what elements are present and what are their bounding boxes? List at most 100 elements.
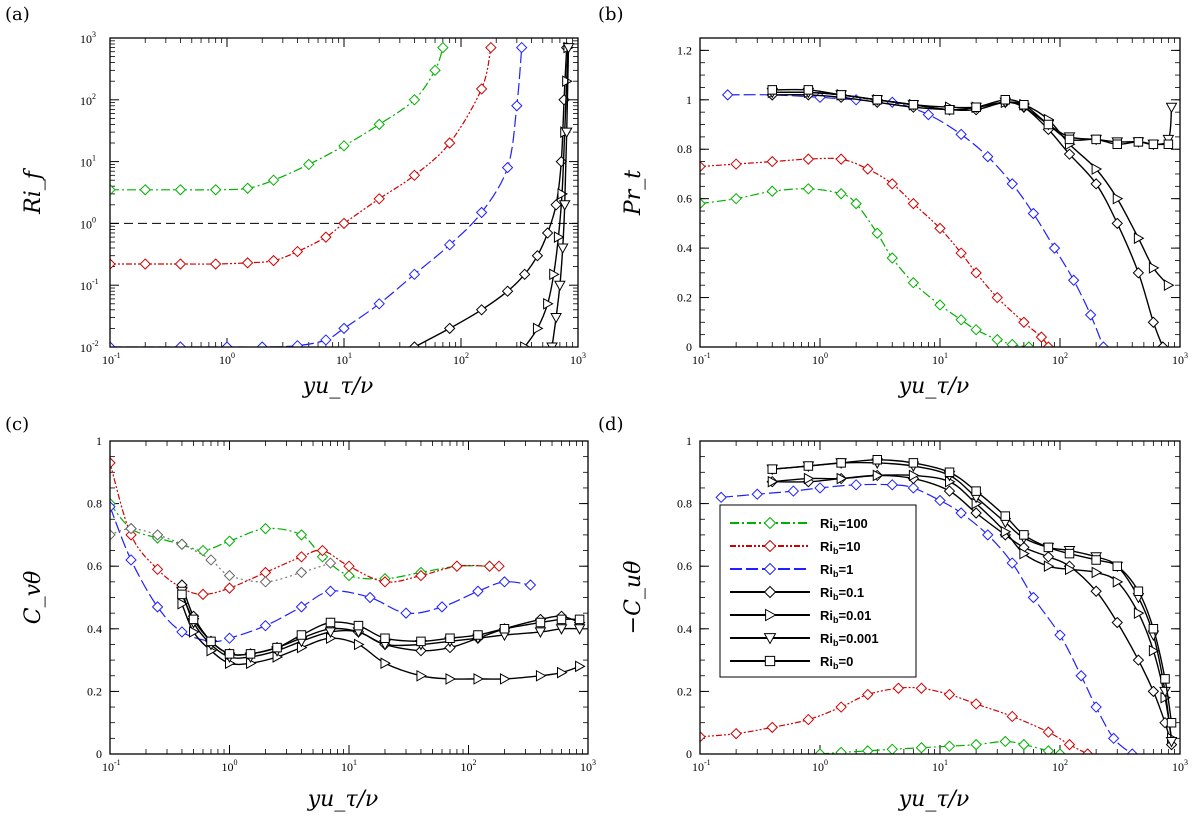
- panel-label: (d): [598, 414, 624, 435]
- data-point: [575, 660, 586, 673]
- data-point: [416, 669, 427, 682]
- data-point: [944, 467, 955, 478]
- data-point: [862, 163, 874, 175]
- y-tick-label: 0.8: [87, 497, 102, 511]
- data-point: [700, 197, 706, 210]
- data-point: [443, 322, 456, 335]
- data-point: [524, 579, 537, 591]
- data-point: [472, 585, 484, 597]
- series-line: [700, 686, 1088, 754]
- series-line: [110, 527, 331, 583]
- data-point: [189, 626, 200, 638]
- series-line: [110, 47, 492, 265]
- data-point: [316, 544, 329, 557]
- plot-area: [700, 85, 1178, 347]
- data-point: [151, 601, 164, 613]
- data-point: [223, 632, 236, 644]
- data-point: [1006, 178, 1018, 190]
- data-point: [125, 554, 137, 566]
- y-tick-label: 0.6: [677, 192, 692, 206]
- data-point: [177, 597, 188, 610]
- legend-label: Rib=100: [820, 516, 868, 533]
- x-tick-label: 103: [1172, 351, 1188, 367]
- x-tick-label: 102: [1052, 351, 1068, 367]
- series-line: [772, 88, 1169, 146]
- data-point: [316, 551, 329, 563]
- y-tick-label: 0.4: [87, 622, 102, 636]
- data-point: [353, 620, 364, 631]
- data-point: [892, 682, 905, 694]
- data-point: [814, 748, 826, 754]
- data-point: [151, 563, 164, 576]
- data-point: [498, 576, 511, 588]
- legend-label: Rib=0.01: [820, 608, 871, 625]
- data-point: [1090, 585, 1102, 597]
- data-point: [1160, 674, 1170, 684]
- data-point: [715, 491, 727, 504]
- x-tick-label: 100: [812, 758, 828, 774]
- data-point: [543, 297, 554, 310]
- data-point: [836, 472, 848, 485]
- data-point: [835, 188, 847, 200]
- legend: Rib=100 Rib=10 Rib=1 Rib=0.1 Rib=0.01 Rib=0.0…: [719, 504, 917, 678]
- data-point: [443, 239, 456, 251]
- data-point: [338, 140, 350, 152]
- data-point: [444, 641, 456, 654]
- data-point: [139, 184, 151, 196]
- data-point: [1042, 745, 1055, 754]
- data-point: [1064, 134, 1075, 145]
- data-point: [1043, 119, 1054, 130]
- data-point: [767, 85, 777, 95]
- data-point: [303, 158, 315, 171]
- data-point: [1063, 738, 1076, 751]
- data-point: [535, 669, 547, 682]
- y-tick-label: 102: [80, 92, 96, 108]
- data-point: [907, 197, 920, 210]
- data-point: [110, 341, 116, 347]
- data-point: [259, 619, 272, 632]
- data-point: [1133, 607, 1145, 619]
- data-point: [766, 185, 778, 197]
- data-point: [886, 743, 898, 754]
- data-point: [353, 638, 365, 651]
- data-point: [245, 649, 256, 659]
- data-point: [176, 538, 188, 550]
- data-point: [380, 633, 390, 643]
- data-point: [1163, 279, 1175, 292]
- data-point: [499, 624, 510, 634]
- data-point: [970, 323, 982, 336]
- data-point: [803, 472, 815, 485]
- x-axis-label: yu_τ/ν: [307, 787, 379, 812]
- data-point: [862, 745, 874, 754]
- data-point: [415, 645, 427, 657]
- data-point: [429, 64, 441, 77]
- data-point: [177, 589, 187, 600]
- panel-b: (b) 10-1 100 101 102 103 0 0.2 0.4 0.6 0.8 1 1.2 yu_τ…: [598, 4, 1188, 399]
- data-point: [556, 666, 568, 679]
- data-point: [534, 627, 547, 638]
- data-point: [241, 257, 254, 269]
- legend-marker: [763, 585, 777, 599]
- legend-label: Rib=10: [820, 539, 861, 556]
- series-line: [772, 93, 1164, 347]
- data-point: [955, 247, 967, 259]
- data-point: [445, 633, 455, 643]
- data-point: [835, 153, 847, 165]
- data-point: [320, 334, 332, 346]
- data-point: [814, 482, 826, 494]
- plot-area: [110, 41, 575, 347]
- data-point: [802, 183, 815, 195]
- data-point: [475, 304, 488, 316]
- data-point: [373, 298, 385, 310]
- data-point: [324, 585, 337, 597]
- data-point: [802, 713, 815, 726]
- data-point: [1000, 95, 1011, 105]
- y-tick-label: 10-1: [80, 277, 99, 293]
- data-point: [380, 657, 392, 670]
- data-point: [550, 199, 562, 211]
- data-point: [338, 217, 350, 230]
- data-point: [1019, 530, 1029, 540]
- data-point: [1165, 736, 1178, 748]
- data-point: [558, 200, 571, 211]
- x-tick-label: 102: [461, 758, 477, 774]
